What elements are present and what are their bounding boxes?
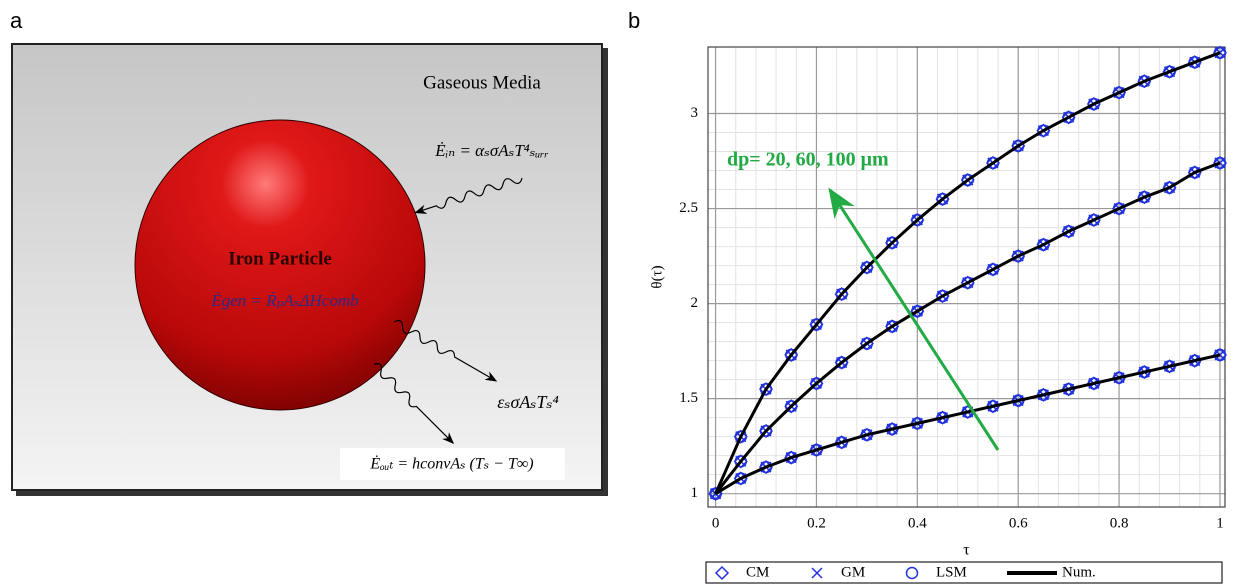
x-tick-label: 0 <box>712 515 720 531</box>
x-tick-label: 0.6 <box>1009 515 1028 531</box>
x-axis-label: τ <box>963 542 970 559</box>
y-tick-label: 3 <box>691 105 699 121</box>
x-tick-label: 0.2 <box>807 515 826 531</box>
eq-in: Ėᵢₙ = αₛσAₛT⁴ₛᵤᵣᵣ <box>434 141 549 160</box>
x-tick-label: 1 <box>1216 515 1224 531</box>
y-axis-label: θ(τ) <box>649 265 665 288</box>
annotation: dp= 20, 60, 100 μm <box>727 149 889 171</box>
eq-gen: Ėgen = ṘₚAₛΔHcomb <box>210 291 358 310</box>
eq-out: Ėₒᵤₜ = hconvAₛ (Tₛ − T∞) <box>369 455 533 473</box>
x-tick-label: 0.4 <box>908 515 927 531</box>
panel-label: a <box>10 8 23 33</box>
media-title: Gaseous Media <box>423 72 541 93</box>
y-tick-label: 2.5 <box>679 200 698 216</box>
particle-label: Iron Particle <box>228 248 332 269</box>
x-tick-label: 0.8 <box>1110 515 1129 531</box>
y-tick-label: 2 <box>691 295 699 311</box>
legend-label: LSM <box>936 564 967 580</box>
figure: a Gaseous Media Iron Particle Ėgen = ṘₚA… <box>0 0 1233 584</box>
eq-rad: εₛσAₛTₛ⁴ <box>497 392 558 412</box>
panel-label: b <box>628 8 640 33</box>
y-tick-label: 1 <box>691 485 699 501</box>
legend: CM GM LSM Num. <box>706 562 1222 583</box>
legend-label: CM <box>746 564 769 580</box>
legend-label: Num. <box>1062 564 1096 580</box>
y-tick-label: 1.5 <box>679 390 698 406</box>
legend-label: GM <box>841 564 865 580</box>
